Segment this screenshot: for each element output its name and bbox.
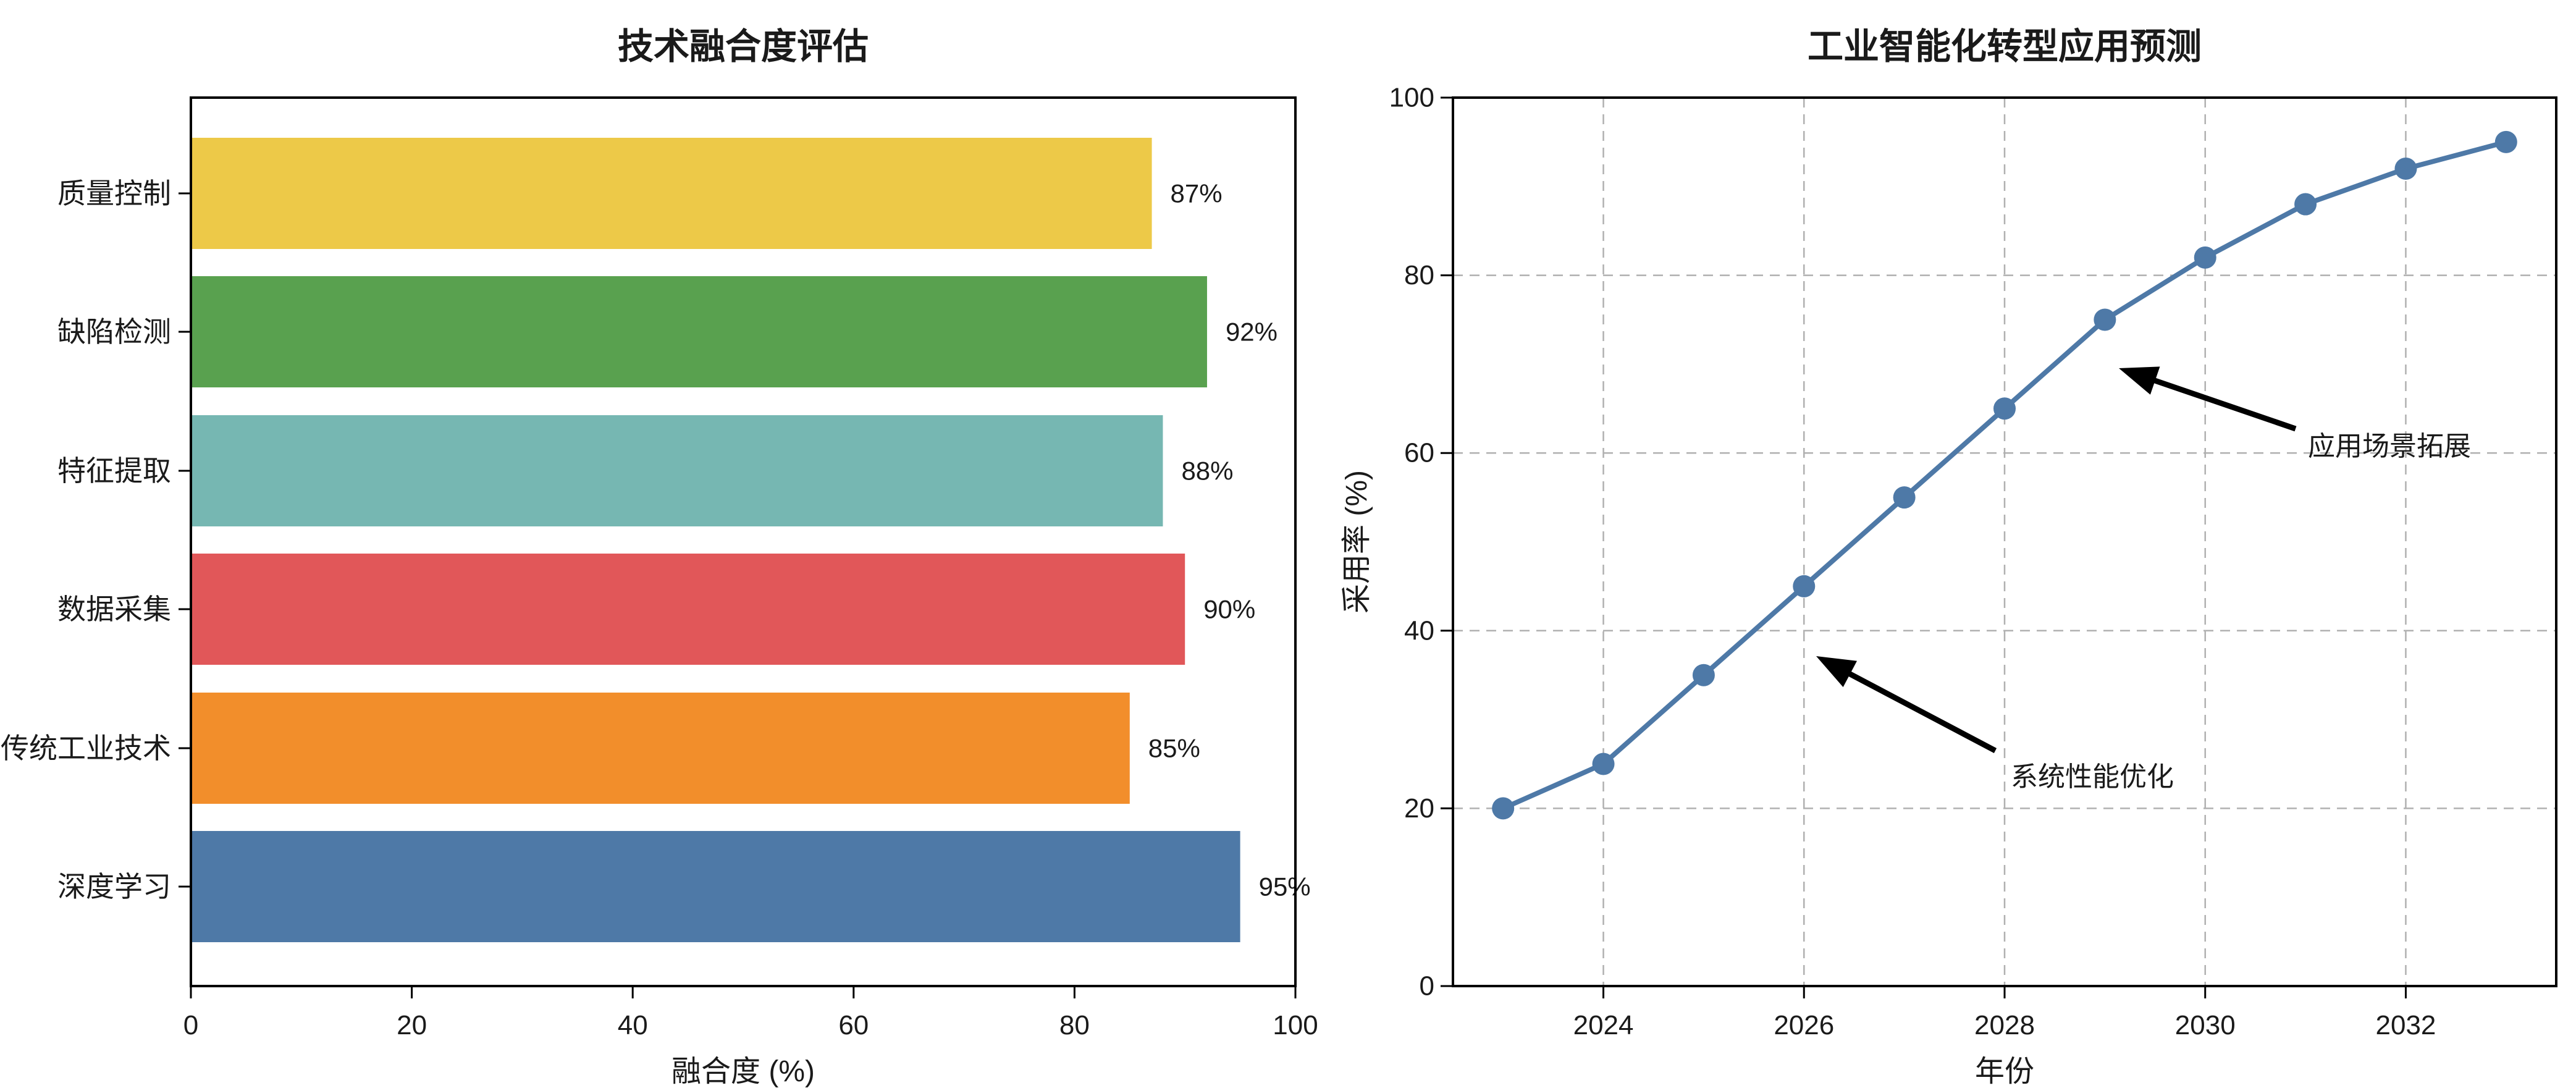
series-line (1502, 140, 2507, 811)
left-chart-title: 技术融合度评估 (618, 27, 869, 67)
xtick-label: 2030 (2175, 1010, 2236, 1040)
category-label: 缺陷检测 (57, 316, 171, 348)
data-point-2032 (2394, 158, 2417, 180)
xtick-label: 100 (1273, 1010, 1318, 1040)
annotation-system-performance-optimization: 系统性能优化 (2011, 762, 2174, 792)
data-point-2024 (1592, 753, 1615, 775)
category-label: 数据采集 (57, 593, 171, 625)
axes-box (190, 96, 1297, 987)
arrow-system-performance-head (1816, 656, 1858, 688)
ytick-label: 40 (1404, 615, 1434, 646)
annotation-application-scenario-expansion: 应用场景拓展 (2308, 431, 2471, 462)
category-label: 特征提取 (57, 455, 171, 487)
data-point-2033 (2494, 130, 2517, 153)
category-label: 传统工业技术 (1, 732, 171, 764)
right-xaxis-label: 年份 (1975, 1055, 2034, 1088)
xtick-label: 60 (838, 1010, 869, 1040)
xtick-label: 40 (618, 1010, 648, 1040)
bar-value-label: 90% (1203, 595, 1255, 624)
xtick-label: 2026 (1774, 1010, 1834, 1040)
arrow-application-scenario-head (2119, 366, 2160, 395)
data-point-2027 (1893, 486, 1916, 509)
bar-特征提取 (191, 415, 1163, 526)
data-point-2030 (2194, 246, 2216, 269)
bar-value-label: 92% (1226, 318, 1277, 347)
arrow-system-performance-shaft (1838, 665, 1997, 753)
bar-value-label: 95% (1259, 872, 1311, 901)
bar-value-label: 85% (1148, 734, 1200, 763)
data-point-2026 (1793, 575, 1816, 597)
right-yaxis-label: 采用率 (%) (1341, 470, 1373, 614)
xtick-label: 0 (183, 1010, 198, 1040)
axes-box (1452, 96, 2557, 987)
arrow-application-scenario-shaft (2142, 374, 2297, 432)
bar-value-label: 88% (1181, 457, 1233, 486)
xtick-label: 2024 (1573, 1010, 1634, 1040)
bar-value-label: 87% (1171, 179, 1223, 208)
line-chart: 0 20 40 60 80 100 2024 2026 2028 2030 2032 (1389, 83, 2557, 1040)
bar-chart: 质量控制 87% 缺陷检测 92% 特征提取 88% 数据采集 90% 传统工业技术 85% 深度学… (1, 96, 1318, 1040)
left-xaxis-label: 融合度 (%) (671, 1055, 815, 1088)
ytick-label: 0 (1420, 971, 1434, 1002)
data-point-2028 (1993, 397, 2016, 420)
bar-深度学习 (191, 831, 1240, 942)
category-label: 深度学习 (57, 871, 171, 903)
data-point-2023 (1492, 797, 1515, 820)
xtick-label: 2028 (1974, 1010, 2035, 1040)
data-point-2029 (2094, 308, 2116, 331)
bar-数据采集 (191, 554, 1185, 665)
ytick-label: 20 (1404, 793, 1434, 824)
xtick-label: 20 (397, 1010, 427, 1040)
bar-质量控制 (191, 138, 1152, 249)
xtick-label: 2032 (2376, 1010, 2436, 1040)
right-chart-title: 工业智能化转型应用预测 (1808, 27, 2202, 67)
xtick-label: 80 (1059, 1010, 1090, 1040)
ytick-label: 60 (1404, 438, 1434, 468)
ytick-label: 100 (1389, 83, 1434, 113)
category-label: 质量控制 (57, 177, 171, 209)
bar-传统工业技术 (191, 693, 1130, 804)
data-point-2025 (1692, 664, 1715, 686)
ytick-label: 80 (1404, 260, 1434, 290)
bar-缺陷检测 (191, 276, 1207, 387)
data-point-2031 (2294, 193, 2317, 216)
